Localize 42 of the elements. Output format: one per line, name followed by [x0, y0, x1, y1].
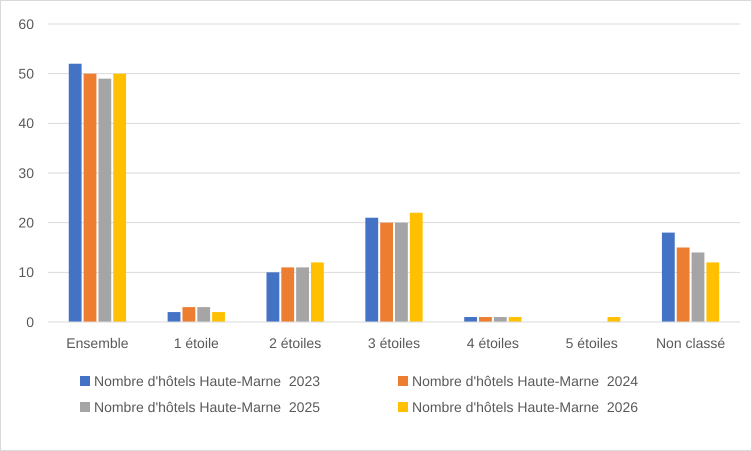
bar — [692, 252, 704, 322]
bar — [395, 222, 408, 322]
x-tick-label: 5 étoiles — [566, 335, 618, 351]
bar — [310, 262, 324, 322]
bar — [281, 267, 294, 322]
x-tick-label: 1 étoile — [174, 335, 220, 351]
legend-label: Nombre d'hôtels Haute-Marne 2023 — [94, 372, 320, 389]
bar — [212, 312, 225, 322]
x-tick-label: 4 étoiles — [466, 335, 519, 351]
bar — [68, 64, 82, 322]
bar — [706, 262, 720, 322]
bar — [365, 218, 378, 322]
bar — [98, 78, 112, 322]
y-tick-label: 0 — [26, 314, 34, 330]
bar — [84, 74, 96, 322]
bar — [296, 267, 309, 322]
x-tick-label: 2 étoiles — [269, 335, 322, 351]
bar — [662, 232, 675, 322]
legend-label: Nombre d'hôtels Haute-Marne 2026 — [412, 398, 638, 415]
bar — [676, 248, 690, 322]
x-tick-label: Non classé — [656, 335, 726, 351]
bar — [380, 222, 393, 322]
bar — [266, 272, 280, 322]
y-tick-label: 30 — [18, 164, 34, 181]
legend-label: Nombre d'hôtels Haute-Marne 2024 — [412, 372, 638, 389]
bar — [464, 317, 478, 322]
x-tick-label: Ensemble — [66, 335, 129, 351]
bar — [608, 317, 620, 322]
bar — [182, 307, 196, 322]
x-tick-label: 3 étoiles — [368, 335, 420, 351]
y-tick-label: 10 — [18, 264, 34, 280]
bar — [479, 317, 492, 322]
y-tick-label: 20 — [18, 214, 34, 231]
y-tick-label: 50 — [18, 66, 34, 82]
y-tick-label: 60 — [18, 16, 34, 32]
bar — [197, 307, 210, 322]
bar — [410, 212, 423, 322]
bar — [113, 74, 126, 322]
bar — [508, 317, 522, 322]
bar — [168, 312, 180, 322]
legend-label: Nombre d'hôtels Haute-Marne 2025 — [94, 398, 320, 415]
y-tick-label: 40 — [18, 115, 34, 132]
